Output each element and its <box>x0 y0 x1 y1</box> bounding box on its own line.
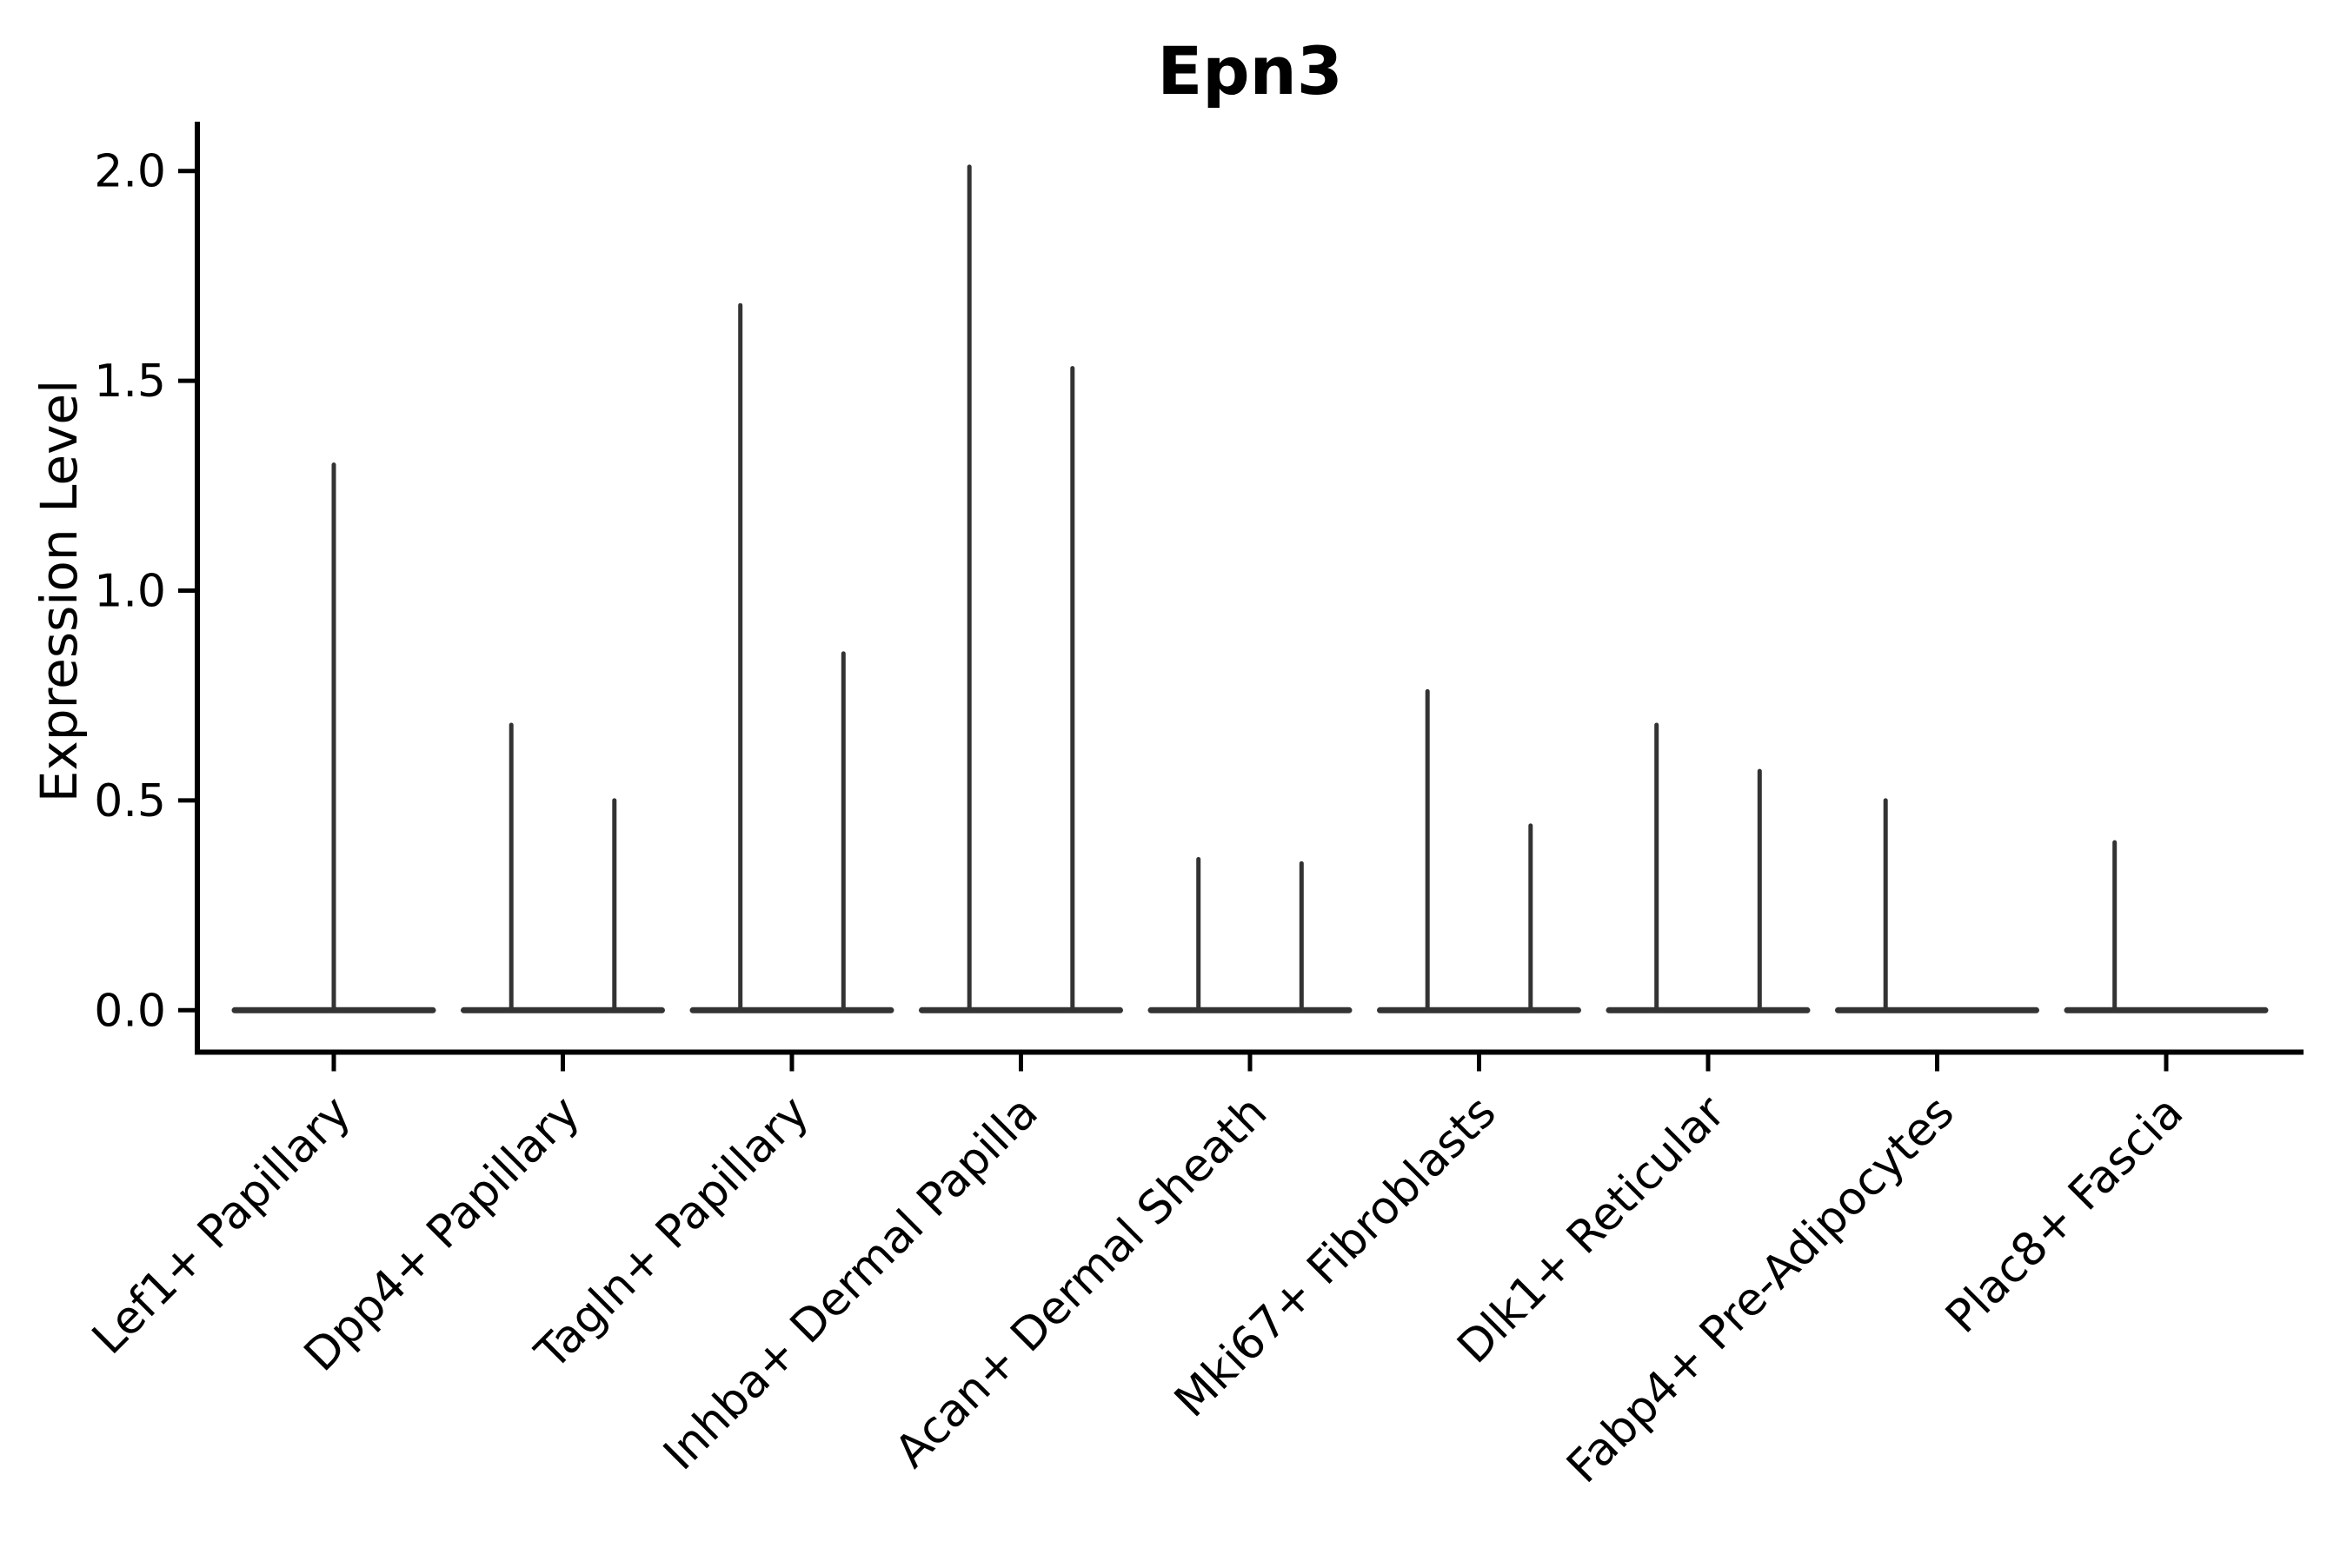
x-tick-label: Fabp4+ Pre-Adipocytes <box>1557 1086 1964 1493</box>
y-tick-label: 1.5 <box>94 355 166 408</box>
y-tick-label: 1.0 <box>94 566 166 618</box>
x-tick-label: Plac8+ Fascia <box>1936 1086 2193 1344</box>
y-axis-label: Expression Level <box>30 380 89 802</box>
chart-title: Epn3 <box>1157 32 1342 110</box>
y-tick-label: 0.0 <box>94 985 166 1037</box>
y-tick-label: 0.5 <box>94 775 166 827</box>
x-tick-label: Inhba+ Dermal Papilla <box>654 1086 1047 1480</box>
y-tick-label: 2.0 <box>94 146 166 198</box>
x-tick-label: Acan+ Dermal Sheath <box>886 1086 1278 1478</box>
